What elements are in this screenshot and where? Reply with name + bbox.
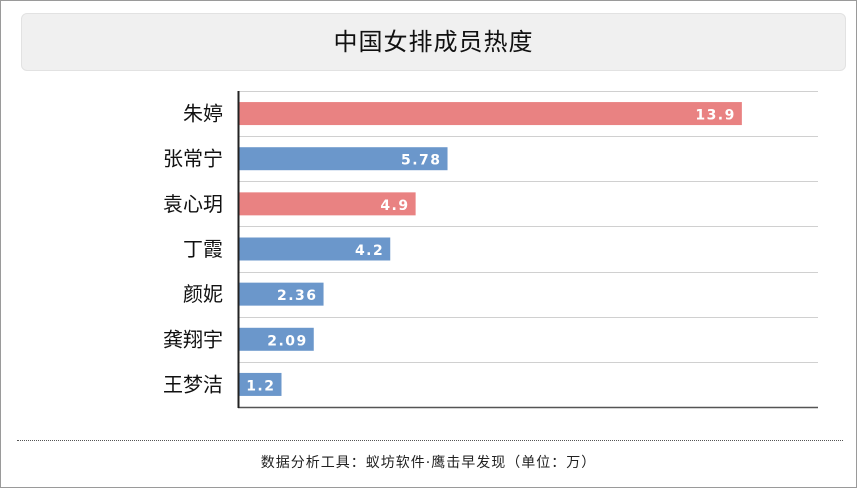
bar	[238, 192, 416, 216]
title-panel: 中国女排成员热度	[21, 13, 846, 71]
bar	[238, 237, 391, 261]
bar-value-label: 1.2	[246, 378, 275, 394]
bar-value-label: 2.09	[267, 333, 308, 349]
bar-value-label: 4.9	[380, 198, 409, 214]
category-label: 袁心玥	[163, 192, 223, 216]
category-label: 丁霞	[183, 237, 223, 261]
bar-value-label: 13.9	[695, 108, 736, 124]
bar-value-label: 5.78	[401, 153, 442, 169]
category-label: 张常宁	[163, 147, 223, 171]
bar-value-label: 4.2	[355, 243, 384, 259]
category-label: 王梦洁	[163, 372, 223, 396]
category-label: 龚翔宇	[163, 327, 223, 351]
chart-title: 中国女排成员热度	[333, 28, 534, 56]
footer-note: 数据分析工具：蚁坊软件·鹰击早发现（单位：万）	[260, 455, 597, 471]
category-label: 颜妮	[183, 282, 223, 306]
bar	[238, 372, 282, 396]
bar	[238, 147, 448, 171]
footer-divider	[17, 440, 843, 441]
bar	[238, 327, 314, 351]
bar-value-label: 2.36	[277, 288, 318, 304]
bar	[238, 282, 324, 306]
bar	[238, 102, 742, 126]
category-label: 朱婷	[183, 102, 223, 126]
